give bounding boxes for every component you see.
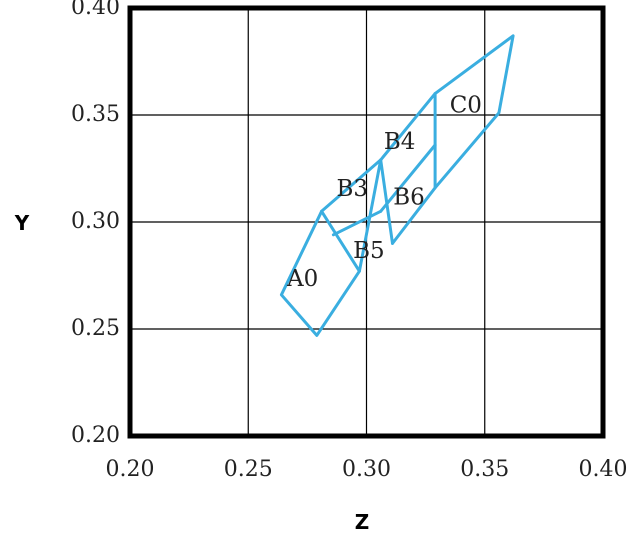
- y-tick-label: 0.20: [71, 423, 120, 448]
- y-tick-label: 0.25: [71, 316, 120, 341]
- region-boundary-line: [279, 209, 361, 337]
- x-tick-labels: 0.20 0.25 0.30 0.35 0.40: [106, 457, 628, 482]
- y-tick-label: 0.35: [71, 102, 120, 127]
- region-label: B3: [337, 176, 369, 202]
- region-boundary-line: [379, 92, 437, 245]
- grid-lines: [129, 7, 604, 437]
- x-tick-label: 0.40: [579, 457, 628, 482]
- x-tick-label: 0.35: [460, 457, 509, 482]
- x-axis-title: Z: [355, 510, 370, 534]
- y-tick-label: 0.40: [71, 0, 120, 20]
- region-label: B4: [384, 129, 416, 155]
- region-labels: A0 B3 B5 B4 B6 C0: [286, 92, 482, 291]
- y-tick-labels: 0.20 0.25 0.30 0.35 0.40: [71, 0, 120, 448]
- region-boundary-line: [379, 143, 437, 213]
- region-label: A0: [286, 266, 318, 292]
- region-boundary-line: [433, 34, 515, 190]
- region-boundary-line: [331, 209, 383, 237]
- x-tick-label: 0.20: [106, 457, 155, 482]
- region-label: C0: [450, 92, 482, 118]
- x-tick-label: 0.25: [224, 457, 273, 482]
- region-label: B5: [353, 238, 385, 264]
- y-tick-label: 0.30: [71, 209, 120, 234]
- y-axis-title: Y: [14, 211, 30, 235]
- region-label: B6: [393, 184, 425, 210]
- x-tick-label: 0.30: [342, 457, 391, 482]
- plot-frame: [127, 5, 606, 439]
- chart-series: [279, 34, 515, 337]
